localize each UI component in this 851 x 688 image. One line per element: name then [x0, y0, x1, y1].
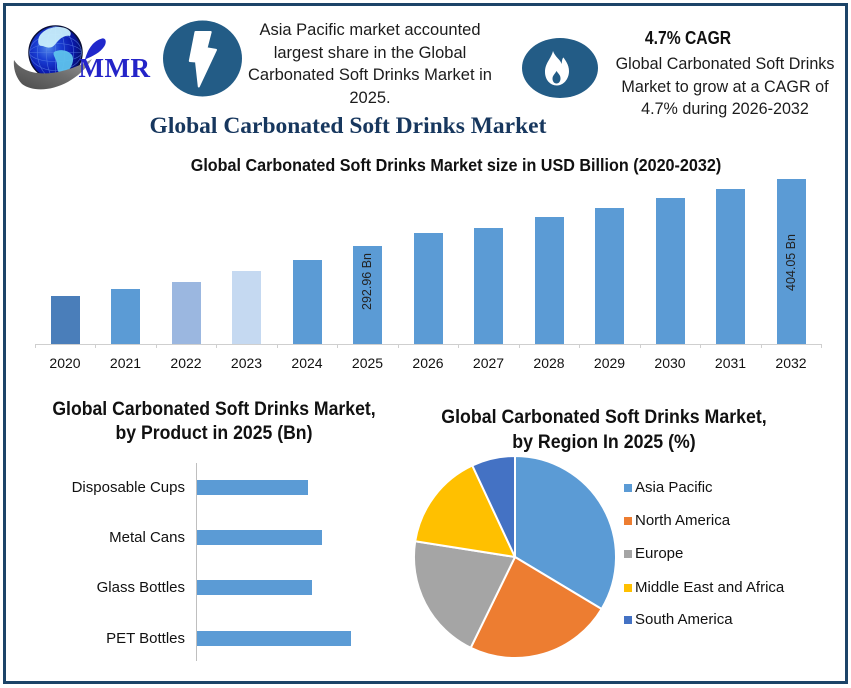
- svg-text:MMR: MMR: [79, 53, 151, 83]
